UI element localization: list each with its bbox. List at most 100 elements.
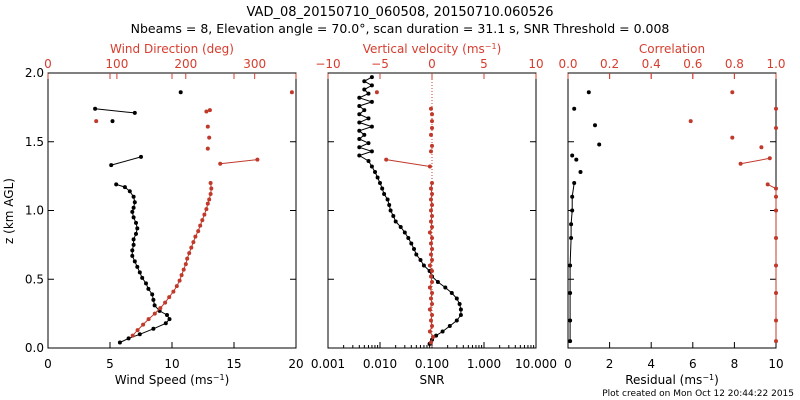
data-point-red bbox=[384, 157, 389, 162]
data-point-black bbox=[357, 128, 362, 133]
data-point-red bbox=[429, 318, 433, 323]
top-tick-label: 0.4 bbox=[642, 57, 661, 71]
data-point-black bbox=[440, 329, 445, 334]
data-point-black bbox=[412, 247, 416, 251]
chart-title: VAD_08_20150710_060508, 20150710.060526 bbox=[247, 5, 554, 20]
data-point-red bbox=[130, 333, 135, 338]
data-point-red bbox=[430, 324, 434, 328]
x-tick-label: 8 bbox=[731, 357, 739, 371]
series-line-red bbox=[386, 159, 430, 167]
data-point-black bbox=[382, 192, 387, 196]
data-point-red bbox=[177, 278, 182, 283]
data-point-red bbox=[146, 317, 151, 322]
data-point-red bbox=[174, 284, 179, 289]
data-point-black bbox=[434, 333, 439, 338]
data-point-red bbox=[208, 181, 213, 185]
data-point-red bbox=[427, 230, 432, 235]
data-point-red bbox=[429, 274, 433, 279]
top-tick-label: 5 bbox=[480, 57, 488, 71]
series-line-black bbox=[569, 182, 575, 342]
data-point-black bbox=[393, 219, 398, 224]
data-point-black bbox=[593, 123, 597, 128]
data-point-red bbox=[774, 339, 778, 344]
x-tick-label: 15 bbox=[226, 357, 241, 371]
data-point-black bbox=[132, 200, 137, 205]
data-point-black bbox=[378, 181, 382, 185]
data-point-red bbox=[207, 197, 212, 202]
data-point-red bbox=[430, 112, 434, 117]
data-point-black bbox=[572, 106, 577, 111]
data-point-black bbox=[454, 318, 459, 323]
data-point-black bbox=[388, 208, 393, 213]
data-point-red bbox=[430, 236, 434, 240]
x-tick-label: 20 bbox=[288, 357, 303, 371]
data-point-red bbox=[429, 132, 433, 137]
data-point-black bbox=[126, 336, 131, 341]
top-tick-label: 0 bbox=[428, 57, 436, 71]
data-point-black bbox=[137, 332, 142, 337]
data-point-black bbox=[568, 291, 573, 295]
data-point-red bbox=[429, 197, 433, 202]
data-point-black bbox=[443, 285, 448, 290]
data-point-red bbox=[187, 251, 192, 256]
data-point-red bbox=[774, 194, 778, 199]
data-point-black bbox=[369, 164, 374, 169]
data-point-red bbox=[181, 267, 186, 272]
data-point-red bbox=[430, 225, 434, 229]
footer-timestamp: Plot created on Mon Oct 12 20:44:22 2015 bbox=[602, 389, 794, 399]
data-point-black bbox=[93, 106, 98, 111]
top-tick-label: 0.6 bbox=[683, 57, 702, 71]
data-point-red bbox=[738, 161, 743, 166]
data-point-black bbox=[574, 157, 579, 162]
data-point-red bbox=[774, 186, 778, 191]
data-point-black bbox=[110, 119, 115, 124]
data-point-red bbox=[431, 335, 435, 339]
data-point-black bbox=[569, 236, 574, 240]
data-point-black bbox=[369, 83, 374, 88]
data-point-red bbox=[200, 218, 205, 223]
data-point-red bbox=[429, 340, 433, 345]
x-tick-label: 0.100 bbox=[415, 357, 449, 371]
y-tick-label: 1.0 bbox=[25, 204, 44, 218]
data-point-black bbox=[109, 163, 114, 168]
data-point-black bbox=[167, 317, 172, 322]
data-point-black bbox=[362, 108, 367, 113]
data-point-black bbox=[435, 280, 440, 284]
data-point-red bbox=[430, 302, 434, 306]
data-point-black bbox=[570, 194, 575, 199]
data-point-red bbox=[765, 182, 770, 187]
data-point-red bbox=[430, 280, 434, 284]
y-tick-label: 1.5 bbox=[25, 135, 44, 149]
data-point-red bbox=[430, 143, 434, 148]
y-tick-label: 0.5 bbox=[25, 272, 44, 286]
data-point-black bbox=[597, 142, 602, 147]
data-point-red bbox=[730, 135, 735, 140]
bottom-axis-label: Wind Speed (ms−1) bbox=[115, 373, 230, 388]
data-point-red bbox=[374, 90, 379, 95]
data-point-red bbox=[759, 145, 764, 150]
data-point-black bbox=[385, 197, 390, 202]
top-axis-label: Correlation bbox=[639, 42, 705, 56]
data-point-red bbox=[774, 291, 778, 295]
data-point-red bbox=[163, 300, 168, 305]
panel-snr: 0.001 0.010 0.100 1.000 10.000 SNR −10 −5 0 5 10 Ve… bbox=[311, 42, 557, 388]
data-point-red bbox=[204, 109, 209, 114]
data-point-black bbox=[137, 270, 142, 275]
data-point-red bbox=[430, 119, 434, 124]
data-point-black bbox=[132, 110, 137, 115]
data-point-black bbox=[357, 104, 362, 108]
top-tick-label: −5 bbox=[371, 57, 389, 71]
x-tick-label: 0.001 bbox=[311, 357, 345, 371]
data-point-black bbox=[366, 116, 371, 121]
data-point-red bbox=[189, 245, 194, 250]
data-point-black bbox=[165, 313, 169, 317]
data-point-red bbox=[141, 322, 146, 327]
data-point-red bbox=[158, 306, 163, 311]
data-point-black bbox=[387, 203, 392, 207]
data-point-black bbox=[458, 313, 463, 317]
x-tick-label: 2 bbox=[606, 357, 614, 371]
data-point-red bbox=[179, 273, 184, 278]
top-tick-label: 10 bbox=[528, 57, 543, 71]
data-point-black bbox=[117, 340, 122, 345]
data-point-red bbox=[255, 157, 260, 162]
